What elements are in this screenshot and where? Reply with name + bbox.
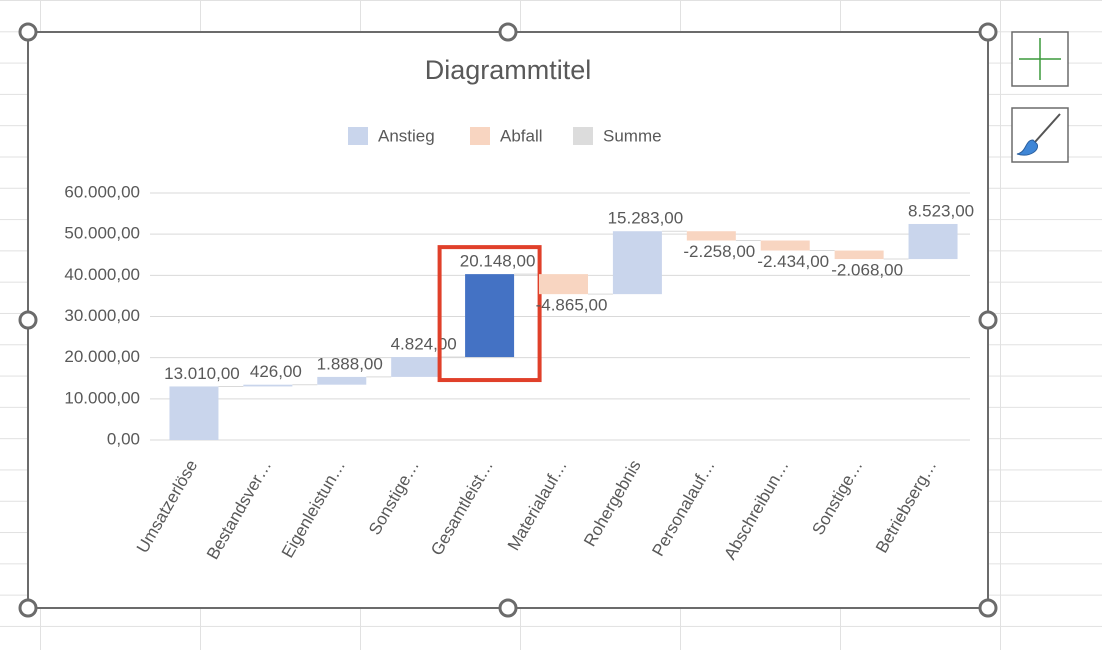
bar <box>169 386 219 440</box>
y-tick-label: 0,00 <box>107 429 140 448</box>
data-label: 4.824,00 <box>391 335 457 354</box>
y-tick-label: 60.000,00 <box>64 182 140 201</box>
brush-tip <box>1016 139 1039 156</box>
bar <box>686 231 736 241</box>
data-label: -2.434,00 <box>757 252 829 271</box>
chart-elements-button[interactable] <box>1011 31 1069 87</box>
resize-handles[interactable] <box>18 22 998 618</box>
bar <box>317 376 367 385</box>
handle[interactable] <box>498 22 518 42</box>
data-label: 426,00 <box>250 362 302 381</box>
chart-title: Diagrammtitel <box>425 55 592 85</box>
handle[interactable] <box>18 310 38 330</box>
y-tick-label: 50.000,00 <box>64 224 140 243</box>
legend-label: Summe <box>603 126 662 145</box>
legend-swatch <box>348 127 368 145</box>
handle[interactable] <box>978 310 998 330</box>
data-label: -2.068,00 <box>831 261 903 280</box>
handle[interactable] <box>18 22 38 42</box>
bar <box>834 250 884 260</box>
bar <box>908 223 958 260</box>
bar <box>243 384 293 387</box>
data-label: 1.888,00 <box>317 354 383 373</box>
data-label: 8.523,00 <box>908 201 974 220</box>
y-tick-label: 10.000,00 <box>64 388 140 407</box>
data-label: 15.283,00 <box>608 209 684 228</box>
bar <box>391 357 441 377</box>
data-label: -4.865,00 <box>536 296 608 315</box>
bar <box>539 274 588 295</box>
handle[interactable] <box>498 598 518 618</box>
legend-swatch <box>573 127 593 145</box>
bar <box>465 274 515 358</box>
selection-outline <box>437 245 542 383</box>
bar <box>760 240 810 251</box>
legend-swatch <box>470 127 490 145</box>
y-tick-label: 30.000,00 <box>64 306 140 325</box>
legend-label: Abfall <box>500 126 543 145</box>
data-label: -2.258,00 <box>683 242 755 261</box>
data-label: 20.148,00 <box>460 252 536 271</box>
chart-styles-button[interactable] <box>1011 107 1069 163</box>
handle[interactable] <box>18 598 38 618</box>
y-tick-label: 20.000,00 <box>64 347 140 366</box>
legend-label: Anstieg <box>378 126 435 145</box>
handle[interactable] <box>978 22 998 42</box>
handle[interactable] <box>978 598 998 618</box>
bar <box>612 231 662 295</box>
data-label: 13.010,00 <box>164 364 240 383</box>
plus-icon <box>1019 38 1061 80</box>
y-tick-label: 40.000,00 <box>64 265 140 284</box>
brush-handle <box>1034 113 1061 143</box>
